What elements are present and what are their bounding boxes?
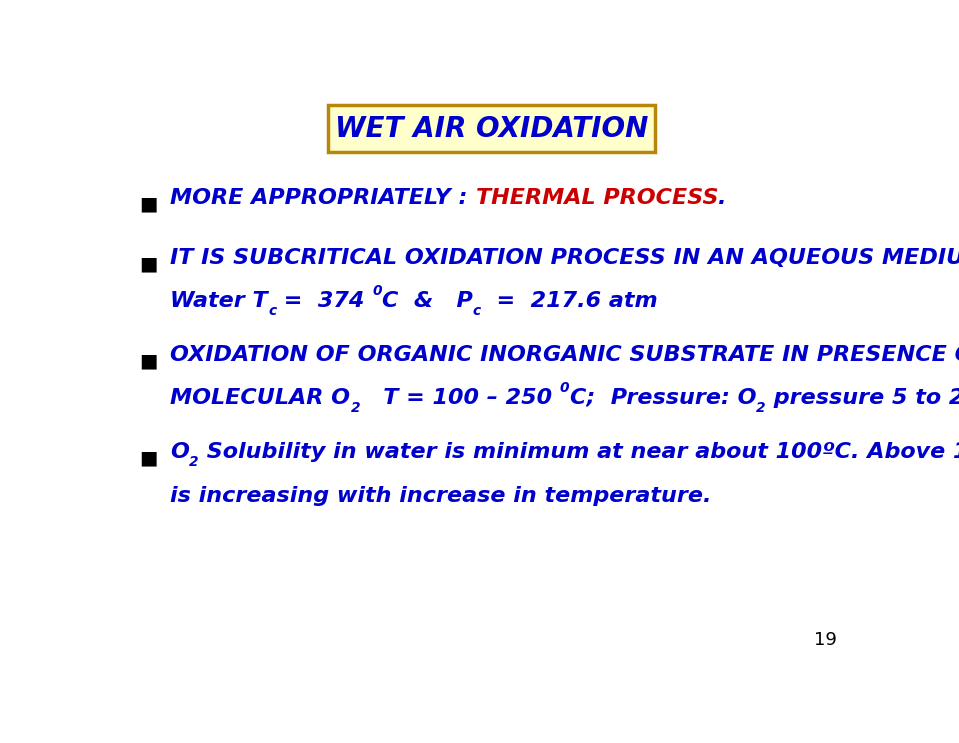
Text: ■: ■	[139, 351, 157, 371]
Text: is increasing with increase in temperature.: is increasing with increase in temperatu…	[171, 486, 712, 506]
Text: .: .	[718, 187, 727, 207]
FancyBboxPatch shape	[328, 106, 655, 152]
Text: ■: ■	[139, 194, 157, 213]
Text: 0: 0	[560, 381, 570, 395]
Text: c: c	[268, 304, 276, 317]
Text: C  &   P: C & P	[382, 291, 473, 311]
Text: Water T: Water T	[171, 291, 268, 311]
Text: 0: 0	[372, 284, 382, 298]
Text: Solubility in water is minimum at near about 100ºC. Above 100 °C it: Solubility in water is minimum at near a…	[199, 442, 959, 462]
Text: 2: 2	[756, 400, 765, 415]
Text: =  374: = 374	[276, 291, 372, 311]
Text: T = 100 – 250: T = 100 – 250	[360, 388, 560, 408]
Text: THERMAL PROCESS: THERMAL PROCESS	[476, 187, 718, 207]
Text: WET AIR OXIDATION: WET AIR OXIDATION	[335, 114, 648, 143]
Text: 2: 2	[350, 400, 360, 415]
Text: pressure 5 to 20 atm: pressure 5 to 20 atm	[765, 388, 959, 408]
Text: =  217.6 atm: = 217.6 atm	[480, 291, 658, 311]
Text: IT IS SUBCRITICAL OXIDATION PROCESS IN AN AQUEOUS MEDIUM: IT IS SUBCRITICAL OXIDATION PROCESS IN A…	[171, 247, 959, 267]
Text: ■: ■	[139, 254, 157, 273]
Text: 2: 2	[189, 455, 199, 469]
Text: OXIDATION OF ORGANIC INORGANIC SUBSTRATE IN PRESENCE OF: OXIDATION OF ORGANIC INORGANIC SUBSTRATE…	[171, 345, 959, 365]
Text: MOLECULAR O: MOLECULAR O	[171, 388, 350, 408]
Text: c: c	[473, 304, 480, 317]
Text: O: O	[171, 442, 189, 462]
Text: C;  Pressure: O: C; Pressure: O	[570, 388, 756, 408]
Text: 19: 19	[814, 631, 837, 649]
Text: ■: ■	[139, 449, 157, 467]
Text: MORE APPROPRIATELY :: MORE APPROPRIATELY :	[171, 187, 476, 207]
